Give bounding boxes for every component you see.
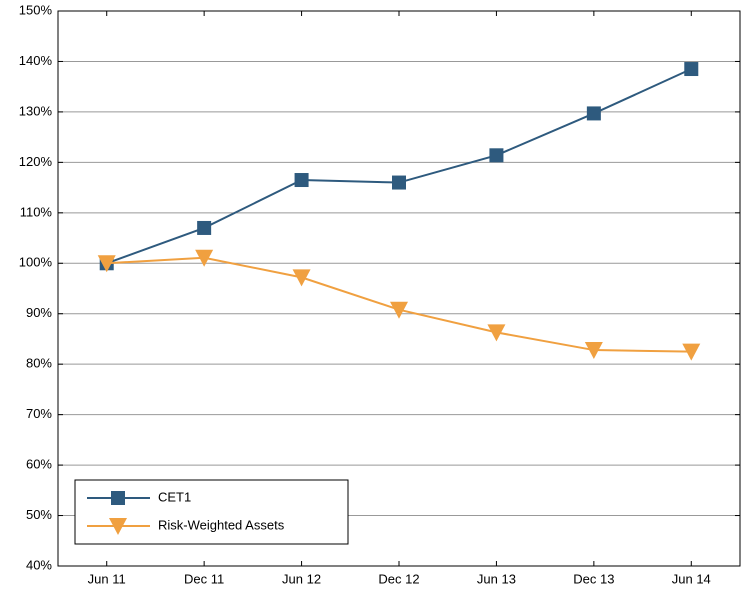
x-tick-label: Dec 13 — [573, 571, 614, 586]
x-tick-label: Jun 12 — [282, 571, 321, 586]
x-tick-label: Dec 12 — [378, 571, 419, 586]
marker — [584, 342, 603, 360]
x-tick-label: Jun 11 — [88, 571, 126, 586]
marker — [197, 220, 212, 235]
marker — [392, 175, 406, 190]
y-tick-label: 50% — [26, 507, 52, 522]
y-tick-label: 130% — [19, 103, 53, 118]
y-tick-label: 120% — [19, 154, 53, 169]
marker — [489, 148, 504, 163]
marker — [487, 324, 506, 342]
y-tick-label: 100% — [19, 255, 53, 270]
marker — [294, 173, 309, 188]
marker — [684, 62, 699, 77]
y-tick-label: 150% — [19, 2, 53, 17]
marker — [195, 249, 214, 267]
y-tick-label: 90% — [26, 305, 52, 320]
marker — [390, 301, 408, 319]
x-tick-label: Jun 13 — [477, 571, 516, 586]
x-tick-label: Dec 11 — [184, 571, 224, 586]
series-line — [106, 68, 692, 265]
x-tick-label: Jun 14 — [672, 571, 711, 586]
y-tick-label: 60% — [26, 457, 52, 472]
marker — [109, 518, 127, 535]
legend-box — [74, 479, 349, 545]
legend-label: Risk-Weighted Assets — [158, 517, 285, 532]
marker — [292, 269, 311, 287]
marker — [97, 255, 116, 273]
marker — [586, 106, 601, 121]
y-tick-label: 40% — [26, 557, 52, 572]
y-tick-label: 140% — [19, 53, 53, 68]
y-tick-label: 110% — [20, 204, 53, 219]
y-tick-label: 70% — [26, 406, 52, 421]
y-tick-label: 80% — [26, 356, 52, 371]
marker — [111, 491, 125, 505]
legend-label: CET1 — [158, 489, 191, 504]
marker — [682, 343, 701, 361]
